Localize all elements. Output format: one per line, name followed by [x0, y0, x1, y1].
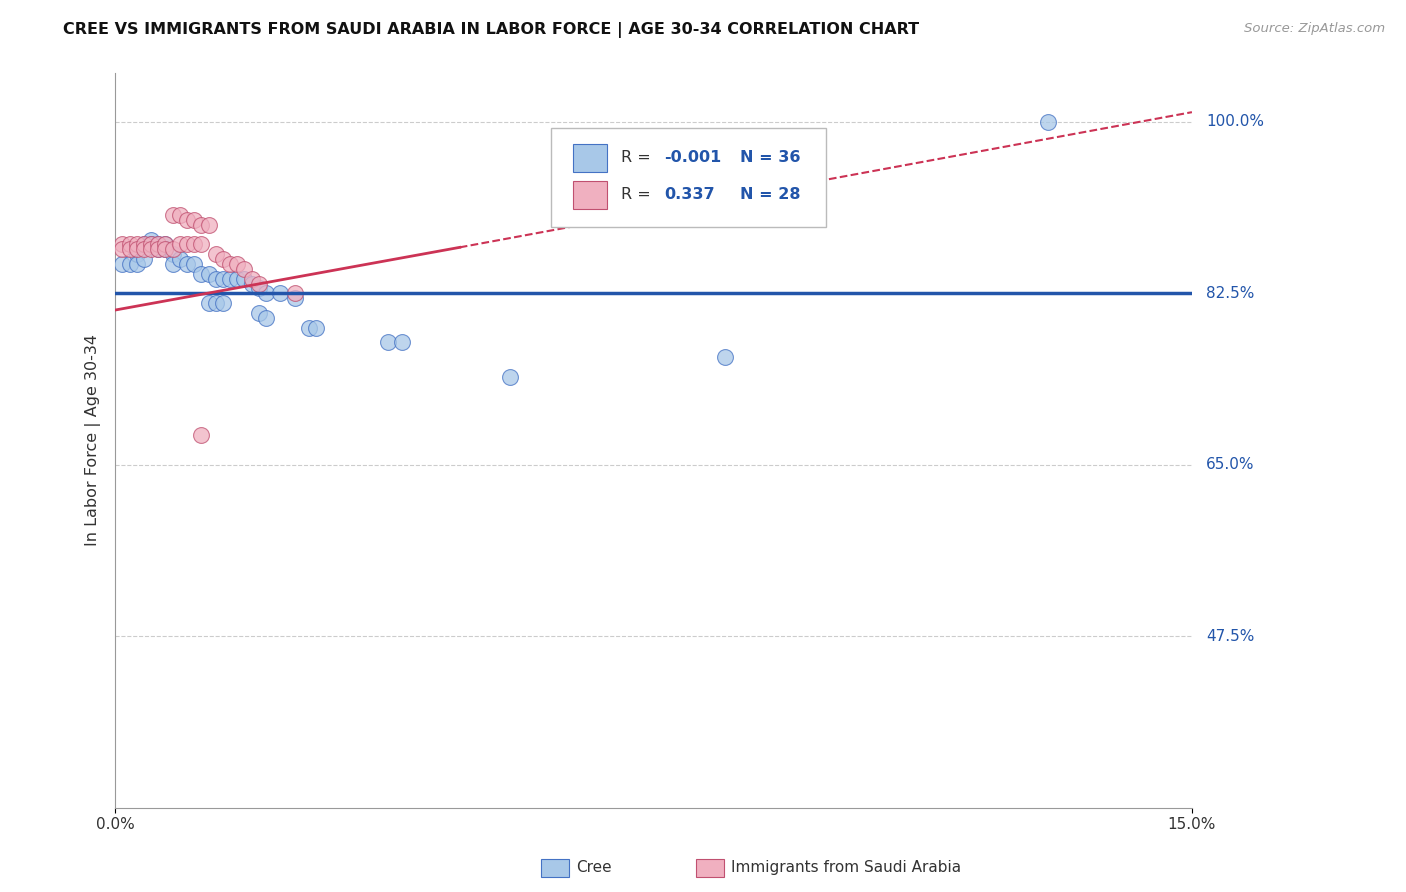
Point — [162, 208, 184, 222]
Point — [132, 242, 155, 256]
FancyBboxPatch shape — [572, 145, 607, 172]
Point — [240, 277, 263, 291]
Point — [125, 237, 148, 252]
Text: CREE VS IMMIGRANTS FROM SAUDI ARABIA IN LABOR FORCE | AGE 30-34 CORRELATION CHAR: CREE VS IMMIGRANTS FROM SAUDI ARABIA IN … — [63, 22, 920, 38]
Point — [190, 237, 212, 252]
Point — [155, 237, 177, 252]
Point — [247, 281, 270, 295]
Point — [305, 320, 328, 334]
Point — [219, 257, 242, 271]
Point — [190, 218, 212, 232]
Point — [132, 252, 155, 266]
FancyBboxPatch shape — [551, 128, 825, 227]
Point — [219, 271, 242, 285]
Point — [132, 237, 155, 252]
Point — [148, 242, 170, 256]
Point — [169, 237, 191, 252]
Point — [162, 257, 184, 271]
Point — [233, 271, 256, 285]
Point — [125, 242, 148, 256]
Point — [269, 286, 291, 301]
Text: 65.0%: 65.0% — [1206, 458, 1254, 473]
Point — [148, 242, 170, 256]
Text: 47.5%: 47.5% — [1206, 629, 1254, 644]
Text: Cree: Cree — [576, 861, 612, 875]
FancyBboxPatch shape — [541, 859, 569, 877]
Point — [183, 257, 205, 271]
Text: N = 36: N = 36 — [740, 150, 800, 165]
Point — [254, 286, 277, 301]
Point — [139, 242, 162, 256]
Point — [226, 257, 249, 271]
Point — [298, 320, 321, 334]
Point — [226, 271, 249, 285]
Point — [176, 213, 198, 227]
Point — [197, 296, 219, 310]
Point — [377, 335, 399, 350]
Point — [190, 267, 212, 281]
Point — [197, 267, 219, 281]
Point — [155, 237, 177, 252]
Point — [247, 277, 270, 291]
Text: 100.0%: 100.0% — [1206, 114, 1264, 129]
Point — [240, 271, 263, 285]
Point — [148, 237, 170, 252]
Point — [197, 218, 219, 232]
Point — [714, 350, 737, 364]
Point — [204, 271, 226, 285]
Point — [183, 237, 205, 252]
Point — [212, 252, 235, 266]
Point — [254, 310, 277, 325]
Point — [284, 291, 307, 305]
FancyBboxPatch shape — [696, 859, 724, 877]
Point — [139, 233, 162, 247]
Text: Immigrants from Saudi Arabia: Immigrants from Saudi Arabia — [731, 861, 962, 875]
Point — [233, 261, 256, 276]
Point — [148, 237, 170, 252]
Text: R =: R = — [621, 186, 651, 202]
Point — [132, 237, 155, 252]
Text: Source: ZipAtlas.com: Source: ZipAtlas.com — [1244, 22, 1385, 36]
Point — [118, 257, 141, 271]
Point — [176, 257, 198, 271]
Point — [169, 252, 191, 266]
Point — [204, 296, 226, 310]
Text: 0.337: 0.337 — [664, 186, 716, 202]
Text: R =: R = — [621, 150, 651, 165]
Point — [118, 237, 141, 252]
Point — [125, 257, 148, 271]
Point — [499, 369, 522, 384]
Point — [247, 306, 270, 320]
Point — [169, 208, 191, 222]
Point — [125, 247, 148, 261]
Point — [118, 242, 141, 256]
Point — [111, 242, 134, 256]
Point — [284, 286, 307, 301]
Point — [212, 271, 235, 285]
Point — [190, 428, 212, 442]
Point — [162, 247, 184, 261]
Point — [155, 242, 177, 256]
Point — [176, 237, 198, 252]
Point — [155, 242, 177, 256]
Point — [1038, 115, 1060, 129]
Point — [391, 335, 413, 350]
Point — [111, 257, 134, 271]
Point — [204, 247, 226, 261]
Point — [212, 296, 235, 310]
Point — [139, 237, 162, 252]
Text: N = 28: N = 28 — [740, 186, 800, 202]
Text: 82.5%: 82.5% — [1206, 286, 1254, 301]
Point — [183, 213, 205, 227]
Point — [162, 242, 184, 256]
FancyBboxPatch shape — [572, 181, 607, 209]
Point — [139, 237, 162, 252]
Point — [111, 237, 134, 252]
Y-axis label: In Labor Force | Age 30-34: In Labor Force | Age 30-34 — [86, 334, 101, 546]
Text: -0.001: -0.001 — [664, 150, 721, 165]
